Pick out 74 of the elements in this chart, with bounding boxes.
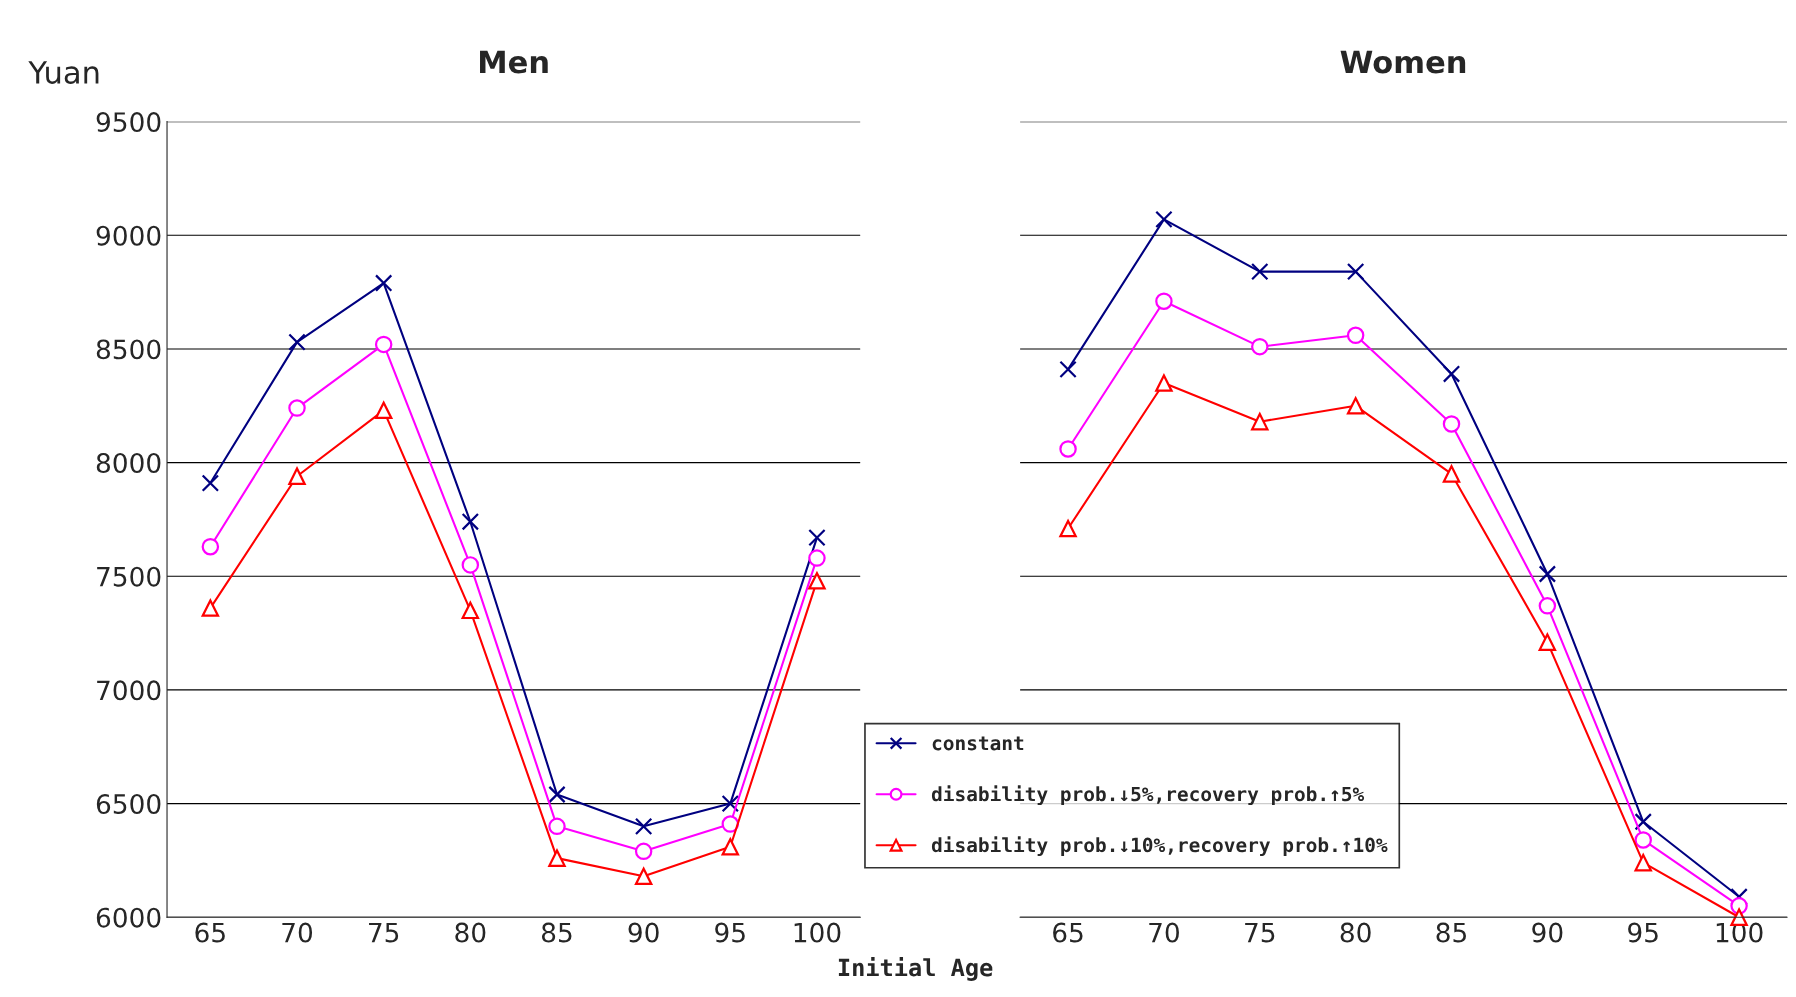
- point: [1059, 519, 1077, 538]
- point: [1634, 853, 1652, 872]
- point: [548, 849, 566, 867]
- point: [1155, 292, 1173, 310]
- x-tick-label: 100: [794, 922, 841, 943]
- x-tick-label: 95: [1628, 922, 1658, 943]
- x-axis-title: Initial Age: [838, 956, 993, 981]
- y-tick-label: 7000: [97, 680, 161, 701]
- point: [1346, 262, 1365, 281]
- point: [1346, 326, 1365, 345]
- chart-title: Women: [1340, 50, 1466, 74]
- point: [721, 838, 740, 856]
- point: [1155, 374, 1173, 392]
- point: [201, 599, 220, 617]
- point: [201, 474, 220, 492]
- point: [808, 528, 826, 547]
- point: [1634, 831, 1652, 849]
- legend-label: disability prob.↓10%,recovery prob.↑10%: [931, 836, 1388, 857]
- point: [634, 817, 653, 836]
- point: [634, 867, 653, 886]
- x-tick-label: 75: [369, 922, 399, 943]
- point: [1059, 360, 1077, 379]
- x-tick-label: 90: [1532, 922, 1563, 943]
- point: [1155, 210, 1173, 229]
- point: [1634, 813, 1652, 831]
- point: [548, 785, 566, 804]
- point: [1442, 365, 1461, 383]
- x-tick-label: 85: [1436, 922, 1466, 943]
- y-tick-label: 6500: [96, 794, 161, 814]
- x-tick-label: 75: [1245, 922, 1275, 943]
- chart-title: Men: [480, 50, 548, 74]
- point: [808, 572, 826, 590]
- point: [374, 335, 393, 354]
- point: [634, 842, 653, 861]
- x-tick-label: 85: [541, 922, 572, 943]
- legend-label: disability prob.↓5%,recovery prob.↑5%: [931, 785, 1365, 806]
- point: [1059, 440, 1077, 458]
- x-tick-label: 90: [628, 922, 659, 943]
- point: [461, 512, 480, 531]
- x-tick-label: 65: [1053, 922, 1083, 943]
- point: [288, 399, 306, 417]
- point: [288, 333, 306, 351]
- point: [374, 274, 393, 292]
- point: [1442, 415, 1461, 433]
- x-tick-label: 80: [1340, 922, 1371, 943]
- point: [1251, 337, 1269, 356]
- point: [548, 817, 566, 836]
- point: [374, 401, 393, 420]
- y-tick-label: 7500: [97, 566, 161, 587]
- point: [1538, 597, 1557, 615]
- point: [461, 556, 480, 574]
- x-tick-label: 70: [282, 922, 313, 943]
- point: [808, 549, 826, 567]
- point: [201, 537, 220, 556]
- point: [1251, 412, 1269, 431]
- y-tick-label: 9000: [96, 225, 161, 246]
- point: [461, 601, 480, 620]
- point: [288, 467, 306, 485]
- y-axis-title: Yuan: [28, 61, 99, 84]
- point: [1538, 565, 1557, 583]
- point: [1442, 465, 1461, 483]
- point: [721, 794, 740, 813]
- y-tick-label: 8500: [96, 339, 161, 360]
- y-tick-label: 6000: [96, 907, 161, 928]
- x-tick-label: 95: [715, 922, 745, 943]
- point: [1538, 633, 1557, 651]
- point: [1251, 262, 1269, 281]
- x-tick-label: 70: [1149, 922, 1179, 943]
- y-tick-label: 9500: [96, 112, 161, 133]
- x-tick-label: 65: [195, 922, 225, 943]
- point: [1346, 397, 1365, 415]
- y-tick-label: 8000: [96, 453, 161, 474]
- legend-label: constant: [932, 736, 1024, 751]
- x-tick-label: 80: [455, 922, 486, 943]
